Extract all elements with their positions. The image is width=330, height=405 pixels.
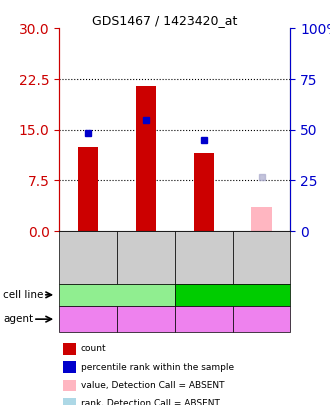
Bar [194, 153, 214, 231]
Text: GSM67268: GSM67268 [199, 234, 208, 280]
Text: value, Detection Call = ABSENT: value, Detection Call = ABSENT [81, 381, 224, 390]
Text: GSM67266: GSM67266 [84, 234, 93, 280]
Text: count: count [81, 344, 107, 354]
Text: rank, Detection Call = ABSENT: rank, Detection Call = ABSENT [81, 399, 220, 405]
Text: anti-IgM: anti-IgM [245, 315, 279, 324]
Bar [251, 207, 272, 231]
Text: GSM67269: GSM67269 [257, 234, 266, 280]
Text: anti-IgM: anti-IgM [129, 315, 163, 324]
Text: GSM67267: GSM67267 [142, 234, 150, 280]
Text: unstimul
ated: unstimul ated [185, 309, 222, 329]
Text: cell line: cell line [3, 290, 44, 300]
Text: percentile rank within the sample: percentile rank within the sample [81, 362, 234, 372]
Bar [136, 86, 156, 231]
Text: GDS1467 / 1423420_at: GDS1467 / 1423420_at [92, 14, 238, 27]
Bar [78, 147, 98, 231]
Text: agent: agent [3, 314, 33, 324]
Text: unstimul
ated: unstimul ated [70, 309, 107, 329]
Text: TAK1 deficient: TAK1 deficient [195, 290, 270, 300]
Text: control: control [99, 290, 135, 300]
